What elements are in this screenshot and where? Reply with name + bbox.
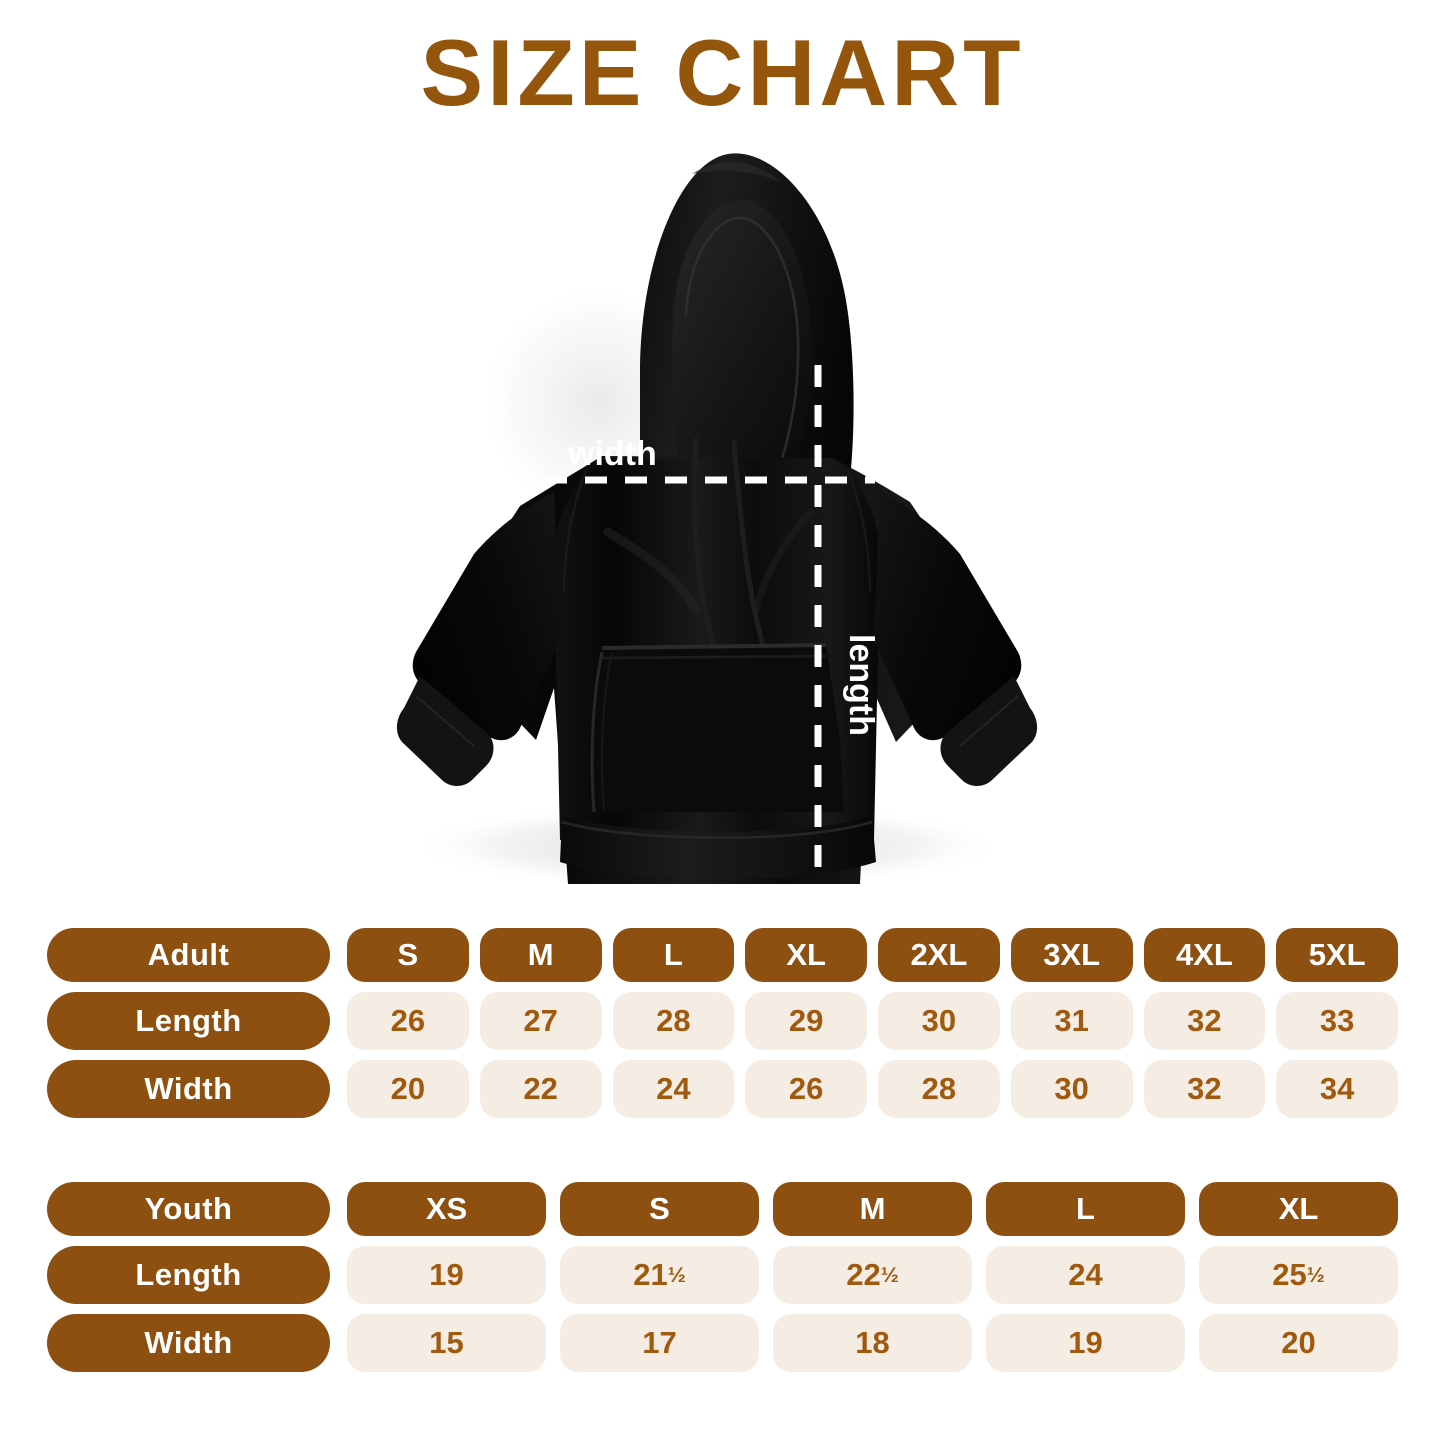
adult-col-m: M	[479, 928, 602, 982]
left-cuff	[396, 676, 494, 786]
youth-width-xs: 15	[347, 1314, 546, 1372]
adult-length-4xl: 32	[1143, 992, 1266, 1050]
adult-width-5xl: 34	[1276, 1060, 1398, 1118]
adult-length-m: 27	[479, 992, 602, 1050]
youth-col-s: S	[560, 1182, 759, 1236]
adult-col-3xl: 3XL	[1010, 928, 1133, 982]
adult-col-xl: XL	[745, 928, 867, 982]
product-image-hoodie: width length	[340, 140, 1100, 910]
youth-width-row: Width 15 17 18 19 20	[47, 1314, 1398, 1372]
page-title: SIZE CHART	[420, 20, 1025, 125]
adult-width-4xl: 32	[1143, 1060, 1266, 1118]
adult-col-4xl: 4XL	[1143, 928, 1266, 982]
adult-width-3xl: 30	[1010, 1060, 1133, 1118]
length-label: length	[842, 634, 880, 736]
adult-width-m: 22	[479, 1060, 602, 1118]
adult-length-3xl: 31	[1010, 992, 1133, 1050]
youth-width-label: Width	[47, 1314, 330, 1372]
youth-col-l: L	[986, 1182, 1185, 1236]
adult-length-xl: 29	[745, 992, 867, 1050]
youth-length-label: Length	[47, 1246, 330, 1304]
youth-length-m: 22 ½	[773, 1246, 972, 1304]
adult-width-row: Width 20 22 24 26 28 30 32 34	[47, 1060, 1398, 1118]
youth-size-table: Youth XS S M L XL Length 19 21 ½ 22 ½ 24 2…	[47, 1182, 1398, 1372]
youth-length-s: 21 ½	[560, 1246, 759, 1304]
left-sleeve	[412, 492, 560, 741]
adult-col-l: L	[612, 928, 735, 982]
youth-width-l: 19	[986, 1314, 1185, 1372]
adult-length-row: Length 26 27 28 29 30 31 32 33	[47, 992, 1398, 1050]
adult-col-s: S	[347, 928, 469, 982]
adult-length-label: Length	[47, 992, 330, 1050]
youth-col-xs: XS	[347, 1182, 546, 1236]
adult-table-label: Adult	[47, 928, 330, 982]
youth-width-xl: 20	[1199, 1314, 1398, 1372]
adult-width-xl: 26	[745, 1060, 867, 1118]
adult-width-l: 24	[612, 1060, 735, 1118]
adult-col-5xl: 5XL	[1276, 928, 1398, 982]
adult-width-2xl: 28	[878, 1060, 1000, 1118]
youth-col-xl: XL	[1199, 1182, 1398, 1236]
youth-length-row: Length 19 21 ½ 22 ½ 24 25 ½	[47, 1246, 1398, 1304]
youth-width-m: 18	[773, 1314, 972, 1372]
hem-band	[560, 816, 876, 880]
youth-length-xl: 25 ½	[1199, 1246, 1398, 1304]
adult-length-5xl: 33	[1276, 992, 1398, 1050]
youth-table-label: Youth	[47, 1182, 330, 1236]
adult-width-label: Width	[47, 1060, 330, 1118]
adult-length-s: 26	[347, 992, 469, 1050]
youth-width-s: 17	[560, 1314, 759, 1372]
youth-col-m: M	[773, 1182, 972, 1236]
adult-header-row: Adult S M L XL 2XL 3XL 4XL 5XL	[47, 928, 1398, 982]
adult-width-s: 20	[347, 1060, 469, 1118]
right-sleeve	[874, 492, 1022, 741]
youth-length-xs: 19	[347, 1246, 546, 1304]
adult-length-l: 28	[612, 992, 735, 1050]
right-cuff	[940, 676, 1038, 786]
adult-col-2xl: 2XL	[878, 928, 1000, 982]
adult-length-2xl: 30	[878, 992, 1000, 1050]
kangaroo-pocket	[592, 645, 844, 812]
width-label: width	[567, 435, 657, 473]
youth-header-row: Youth XS S M L XL	[47, 1182, 1398, 1236]
adult-size-table: Adult S M L XL 2XL 3XL 4XL 5XL Length 26…	[47, 928, 1398, 1118]
youth-length-l: 24	[986, 1246, 1185, 1304]
